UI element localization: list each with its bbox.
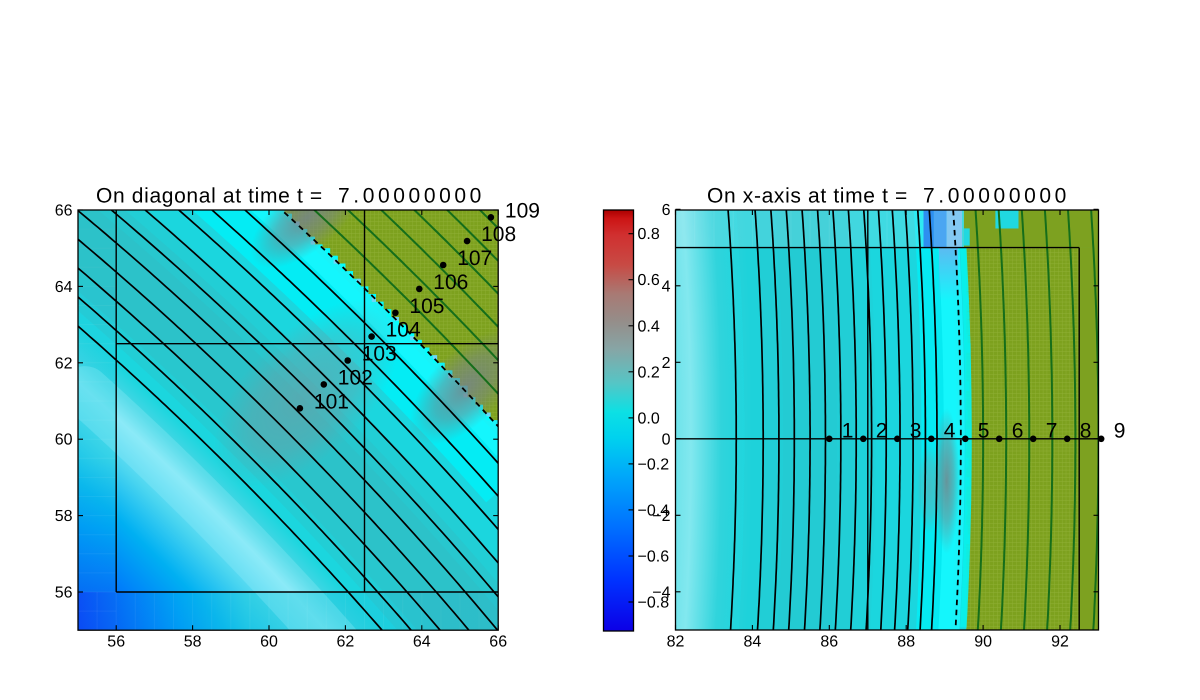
svg-text:62: 62 (55, 355, 73, 372)
svg-text:66: 66 (55, 203, 73, 220)
svg-text:82: 82 (667, 634, 685, 651)
svg-text:64: 64 (413, 634, 431, 651)
svg-text:58: 58 (55, 508, 73, 525)
svg-text:−2: −2 (652, 508, 670, 525)
svg-text:102: 102 (338, 366, 373, 389)
svg-text:2: 2 (662, 355, 671, 372)
svg-text:7.00000000: 7.00000000 (338, 185, 485, 208)
svg-text:On diagonal at time t =: On diagonal at time t = (96, 185, 323, 208)
svg-text:7.00000000: 7.00000000 (923, 185, 1070, 208)
svg-text:−0.6: −0.6 (638, 549, 670, 566)
svg-text:58: 58 (184, 634, 202, 651)
svg-text:105: 105 (409, 295, 444, 318)
svg-text:104: 104 (386, 319, 421, 342)
svg-text:3: 3 (910, 419, 922, 442)
svg-text:9: 9 (1114, 419, 1126, 442)
svg-text:56: 56 (55, 585, 73, 602)
svg-text:92: 92 (1051, 634, 1069, 651)
svg-text:−0.4: −0.4 (638, 502, 670, 519)
svg-text:2: 2 (876, 419, 888, 442)
svg-text:103: 103 (362, 343, 397, 366)
svg-text:6: 6 (1012, 419, 1024, 442)
svg-text:66: 66 (489, 634, 507, 651)
svg-text:0.4: 0.4 (638, 318, 660, 335)
svg-text:0.0: 0.0 (638, 410, 660, 427)
svg-text:64: 64 (55, 279, 73, 296)
svg-text:84: 84 (744, 634, 762, 651)
svg-text:62: 62 (337, 634, 355, 651)
svg-text:60: 60 (55, 432, 73, 449)
svg-text:4: 4 (662, 278, 671, 295)
svg-text:107: 107 (457, 247, 492, 270)
svg-text:109: 109 (505, 199, 540, 222)
svg-text:7: 7 (1046, 419, 1058, 442)
svg-text:On x-axis at time t =: On x-axis at time t = (707, 185, 908, 208)
svg-text:1: 1 (842, 419, 854, 442)
svg-text:56: 56 (107, 634, 125, 651)
svg-text:5: 5 (978, 419, 990, 442)
svg-text:101: 101 (314, 390, 349, 413)
svg-text:86: 86 (820, 634, 838, 651)
svg-text:−0.8: −0.8 (638, 595, 670, 612)
svg-text:−4: −4 (652, 584, 670, 601)
svg-text:60: 60 (260, 634, 278, 651)
svg-text:6: 6 (662, 202, 671, 219)
svg-text:0.6: 0.6 (638, 272, 660, 289)
svg-text:4: 4 (944, 419, 956, 442)
svg-text:88: 88 (897, 634, 915, 651)
svg-text:106: 106 (433, 271, 468, 294)
svg-text:−0.2: −0.2 (638, 456, 670, 473)
svg-text:8: 8 (1080, 419, 1092, 442)
svg-text:0: 0 (662, 431, 671, 448)
svg-text:0.2: 0.2 (638, 364, 660, 381)
svg-text:0.8: 0.8 (638, 226, 660, 243)
svg-text:90: 90 (974, 634, 992, 651)
